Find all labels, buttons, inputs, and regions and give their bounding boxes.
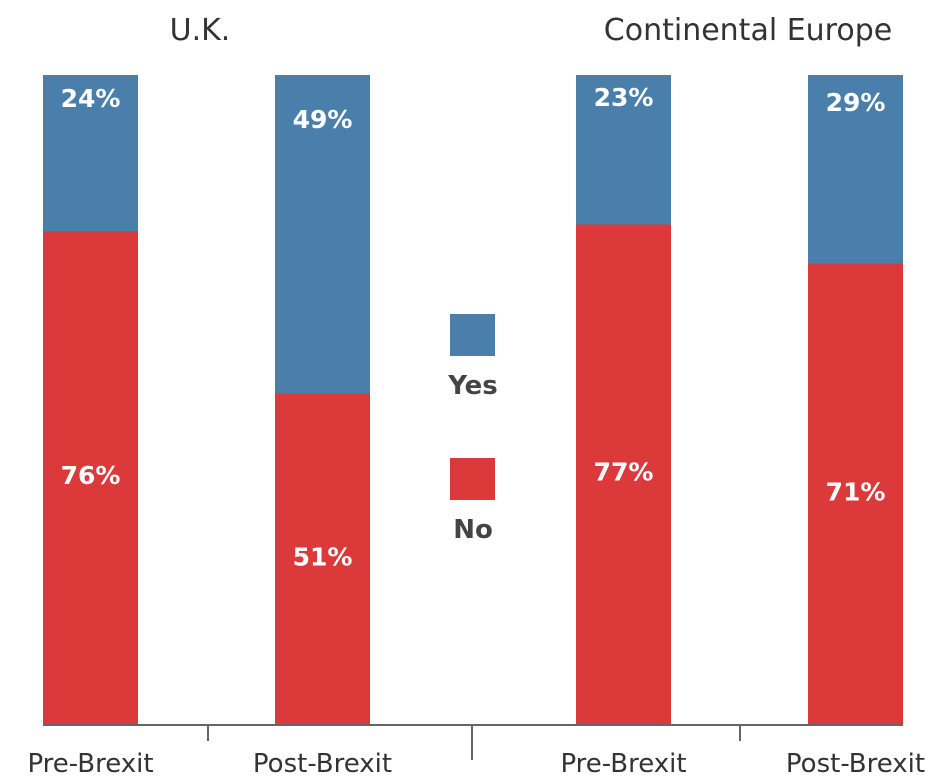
legend-swatch-yes <box>450 314 495 356</box>
bar-label-uk-pre-brexit-yes: 24% <box>61 84 121 113</box>
x-tick-label-uk-post-brexit: Post-Brexit <box>253 749 392 778</box>
bar-label-continental-europe-pre-brexit-no: 77% <box>594 458 654 487</box>
panel-title-continental-europe: Continental Europe <box>604 13 892 48</box>
bar-uk-post-brexit-no <box>275 393 370 725</box>
bar-continental-europe-pre-brexit-yes <box>576 75 671 225</box>
bar-continental-europe-pre-brexit-no <box>576 224 671 725</box>
bar-label-uk-pre-brexit-no: 76% <box>61 461 121 490</box>
bar-label-continental-europe-post-brexit-no: 71% <box>826 477 886 506</box>
legend-label-yes: Yes <box>447 371 498 401</box>
x-tick-label-continental-europe-pre-brexit: Pre-Brexit <box>560 749 686 778</box>
bar-uk-post-brexit-yes <box>275 75 370 394</box>
bar-uk-pre-brexit-no <box>43 231 138 725</box>
x-tick-label-uk-pre-brexit: Pre-Brexit <box>27 749 153 778</box>
bar-label-uk-post-brexit-no: 51% <box>293 543 353 572</box>
bar-label-continental-europe-post-brexit-yes: 29% <box>826 88 886 117</box>
legend-swatch-no <box>450 458 495 500</box>
bar-continental-europe-post-brexit-no <box>808 263 903 725</box>
bar-continental-europe-post-brexit-yes <box>808 75 903 264</box>
legend-label-no: No <box>453 515 493 545</box>
bar-label-uk-post-brexit-yes: 49% <box>293 105 353 134</box>
x-tick-label-continental-europe-post-brexit: Post-Brexit <box>786 749 925 778</box>
panel-title-uk: U.K. <box>170 13 231 48</box>
bar-uk-pre-brexit-yes <box>43 75 138 231</box>
bar-label-continental-europe-pre-brexit-yes: 23% <box>594 83 654 112</box>
